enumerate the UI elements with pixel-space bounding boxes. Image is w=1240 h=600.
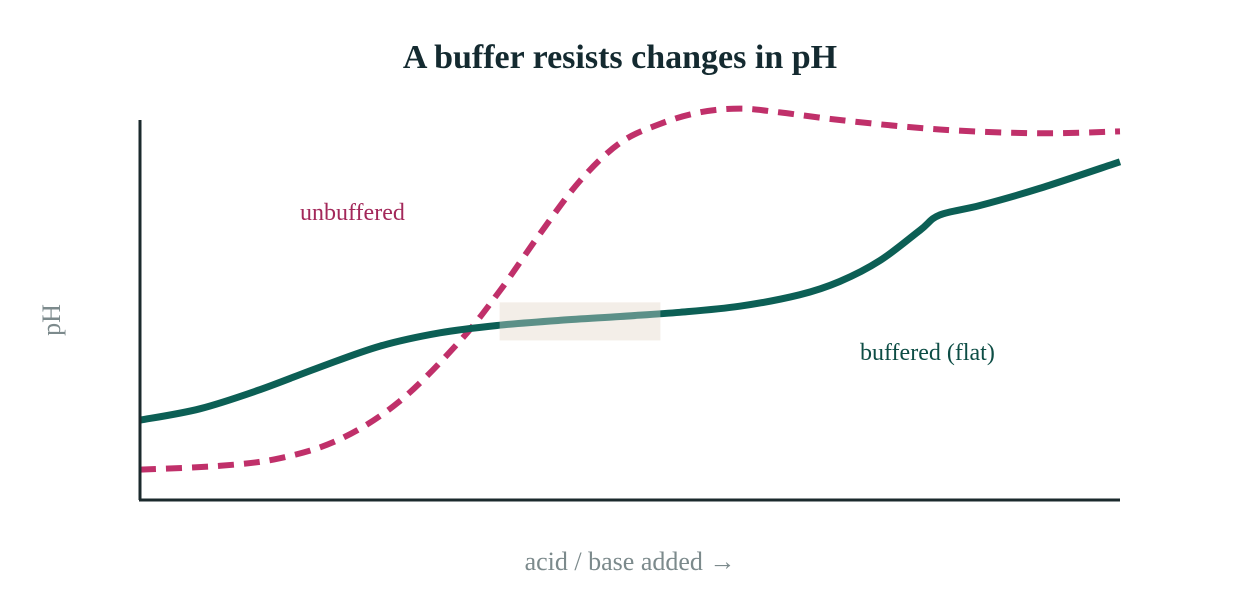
x-axis-label: acid / base added → — [525, 547, 736, 576]
series-label-unbuffered: unbuffered — [300, 200, 405, 226]
y-axis-label: pH — [37, 304, 66, 336]
flat-region-overlay — [499, 302, 661, 341]
unbuffered-series-line — [139, 105, 1121, 473]
series-label-buffered: buffered (flat) — [860, 340, 995, 366]
chart-title: A buffer resists changes in pH — [403, 39, 837, 76]
buffered-series-line — [139, 158, 1122, 424]
